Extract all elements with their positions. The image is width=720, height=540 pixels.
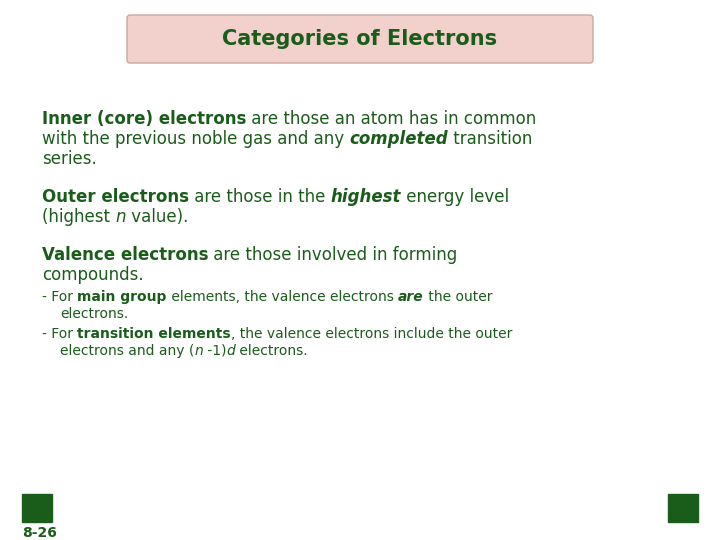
Text: energy level: energy level [401,188,509,206]
Text: n: n [194,344,203,358]
Text: compounds.: compounds. [42,266,143,284]
Text: transition: transition [448,130,532,148]
Text: Outer electrons: Outer electrons [42,188,189,206]
Bar [22,494,52,522]
Text: are: are [398,290,423,304]
Text: - For: - For [42,327,77,341]
Text: (highest: (highest [42,208,115,226]
Text: elements, the valence electrons: elements, the valence electrons [167,290,398,304]
Text: series.: series. [42,150,96,168]
Text: highest: highest [330,188,401,206]
Text: the outer: the outer [423,290,492,304]
Text: Valence electrons: Valence electrons [42,246,209,264]
Text: main group: main group [77,290,167,304]
Text: d: d [227,344,235,358]
Text: - For: - For [42,290,77,304]
Bar [668,494,698,522]
Text: electrons and any (: electrons and any ( [60,344,194,358]
Text: are those an atom has in common: are those an atom has in common [246,110,536,128]
Text: n: n [115,208,126,226]
Text: are those in the: are those in the [189,188,330,206]
Text: -1): -1) [203,344,227,358]
Text: with the previous noble gas and any: with the previous noble gas and any [42,130,349,148]
Text: transition elements: transition elements [77,327,231,341]
Text: electrons.: electrons. [235,344,308,358]
Text: Categories of Electrons: Categories of Electrons [222,29,498,49]
Text: electrons.: electrons. [60,307,128,321]
Text: value).: value). [126,208,188,226]
Text: completed: completed [349,130,448,148]
Text: are those involved in forming: are those involved in forming [209,246,458,264]
FancyBboxPatch shape [127,15,593,63]
Text: Inner (core) electrons: Inner (core) electrons [42,110,246,128]
Text: , the valence electrons include the outer: , the valence electrons include the oute… [231,327,513,341]
Text: 8-26: 8-26 [22,526,57,540]
